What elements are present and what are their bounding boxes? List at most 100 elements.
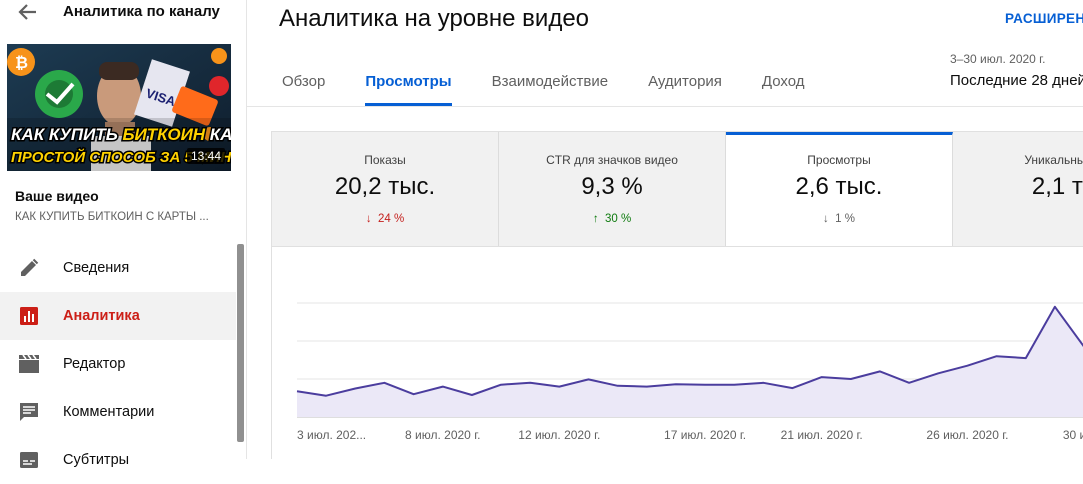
video-title: КАК КУПИТЬ БИТКОИН С КАРТЫ ... xyxy=(15,211,209,223)
sidebar-item-label: Субтитры xyxy=(63,452,130,468)
svg-text:КАК КУПИТЬ БИТКОИН КАРТОЙ?: КАК КУПИТЬ БИТКОИН КАРТОЙ? xyxy=(11,124,231,144)
metric-value: 2,6 тыс. xyxy=(795,173,883,200)
views-series-line xyxy=(296,305,1083,397)
data-point[interactable] xyxy=(556,384,562,390)
metric-delta: ↓ 24 % xyxy=(272,213,498,225)
data-point[interactable] xyxy=(819,374,825,380)
x-tick-label: 12 июл. 2020 г. xyxy=(518,428,600,442)
sidebar-item-label: Редактор xyxy=(63,356,126,372)
metric-delta-value: 24 % xyxy=(377,213,405,225)
film-editor-icon xyxy=(15,352,43,376)
data-point[interactable] xyxy=(935,370,941,376)
data-point[interactable] xyxy=(352,386,358,392)
date-range-label: 3–30 июл. 2020 г. xyxy=(950,52,1046,66)
tab-engagement[interactable]: Взаимодействие xyxy=(491,73,609,90)
metric-name: Просмотры xyxy=(807,153,871,167)
views-chart: 3 июл. 202... 8 июл. 2020 г. 12 июл. 2020 … xyxy=(271,247,1083,459)
sidebar-item-subtitles[interactable]: Субтитры xyxy=(0,436,236,484)
analytics-tabs: Обзор Просмотры Взаимодействие Аудитория… xyxy=(262,60,825,106)
data-point[interactable] xyxy=(498,382,504,388)
data-point[interactable] xyxy=(294,388,300,394)
sidebar-scrollbar[interactable] xyxy=(237,244,244,442)
x-tick-label: 17 июл. 2020 г. xyxy=(664,428,746,442)
thumbnail-image: ₿ VISA КАК КУПИТЬ БИТКОИН КАРТОЙ? ПРОСТО… xyxy=(7,44,231,171)
sidebar-item-label: Комментарии xyxy=(63,404,155,420)
data-point[interactable] xyxy=(673,381,679,387)
sidebar-item-label: Сведения xyxy=(63,260,130,276)
metric-value: 2,1 ты xyxy=(1031,173,1083,200)
thumbnail-text-part: КАРТОЙ? xyxy=(205,124,231,144)
x-tick-label: 21 июл. 2020 г. xyxy=(781,428,863,442)
pencil-icon xyxy=(15,256,43,280)
data-point[interactable] xyxy=(381,380,387,386)
analytics-icon xyxy=(15,304,43,328)
data-point[interactable] xyxy=(731,382,737,388)
metric-delta-value: 1 % xyxy=(835,213,855,225)
metric-value: 9,3 % xyxy=(581,173,643,200)
back-arrow-icon[interactable] xyxy=(14,0,42,24)
data-point[interactable] xyxy=(440,384,446,390)
arrow-down-icon: ↓ xyxy=(823,213,829,225)
data-point[interactable] xyxy=(1023,355,1029,361)
x-tick-label: 3 июл. 202... xyxy=(297,428,366,442)
metric-value: 20,2 тыс. xyxy=(334,173,436,200)
thumbnail-text-highlight: БИТКОИН xyxy=(122,125,205,144)
sidebar-item-comments[interactable]: Комментарии xyxy=(0,388,236,436)
views-series-area xyxy=(297,306,1083,417)
data-point[interactable] xyxy=(906,380,912,386)
data-point[interactable] xyxy=(760,380,766,386)
metric-cards: Показы 20,2 тыс. ↓ 24 % CTR для значков … xyxy=(271,131,1083,247)
metric-delta: ↑ 30 % xyxy=(499,213,725,225)
metric-card-unique-viewers[interactable]: Уникальные зр 2,1 ты xyxy=(953,132,1083,246)
channel-analytics-link[interactable]: Аналитика по каналу xyxy=(63,3,220,20)
metric-card-ctr[interactable]: CTR для значков видео 9,3 % ↑ 30 % xyxy=(499,132,726,246)
sidebar-item-analytics[interactable]: Аналитика xyxy=(0,292,236,340)
video-thumbnail[interactable]: ₿ VISA КАК КУПИТЬ БИТКОИН КАРТОЙ? ПРОСТО… xyxy=(7,44,231,171)
metric-name: CTR для значков видео xyxy=(546,153,678,167)
data-point[interactable] xyxy=(323,393,329,399)
chart-svg: 3 июл. 202... 8 июл. 2020 г. 12 июл. 2020 … xyxy=(294,302,1083,442)
tab-revenue[interactable]: Доход xyxy=(761,73,805,90)
data-point[interactable] xyxy=(848,376,854,382)
metric-name: Показы xyxy=(364,153,406,167)
page-title: Аналитика на уровне видео xyxy=(279,5,590,32)
data-point[interactable] xyxy=(964,363,970,369)
tab-views[interactable]: Просмотры xyxy=(345,60,471,106)
thumbnail-text-part: КАК КУПИТЬ xyxy=(11,125,122,144)
data-point[interactable] xyxy=(877,368,883,374)
data-point[interactable] xyxy=(702,382,708,388)
metric-name: Уникальные зр xyxy=(1024,153,1083,167)
arrow-up-icon: ↑ xyxy=(592,213,599,225)
subtitles-icon xyxy=(15,448,43,472)
comment-icon xyxy=(15,400,43,424)
tab-audience[interactable]: Аудитория xyxy=(648,73,722,90)
data-point[interactable] xyxy=(994,353,1000,359)
data-point[interactable] xyxy=(615,383,621,389)
duration-badge: 13:44 xyxy=(186,148,225,164)
your-video-label: Ваше видео xyxy=(15,188,99,204)
metric-delta: ↓ 1 % xyxy=(726,213,952,225)
sidebar-item-details[interactable]: Сведения xyxy=(0,244,236,292)
data-point[interactable] xyxy=(527,380,533,386)
data-point[interactable] xyxy=(586,376,592,382)
tabs-divider xyxy=(247,106,1083,107)
metric-card-impressions[interactable]: Показы 20,2 тыс. ↓ 24 % xyxy=(272,132,499,246)
svg-text:₿: ₿ xyxy=(15,54,28,72)
x-tick-label: 26 июл. 2020 г. xyxy=(926,428,1008,442)
period-selector[interactable]: Последние 28 дней xyxy=(950,72,1083,89)
tab-overview[interactable]: Обзор xyxy=(282,73,326,90)
metric-card-views[interactable]: Просмотры 2,6 тыс. ↓ 1 % xyxy=(726,132,953,246)
arrow-down-icon: ↓ xyxy=(365,213,372,225)
advanced-mode-link[interactable]: РАСШИРЕН xyxy=(1005,11,1083,26)
x-tick-label: 30 июл. xyxy=(1063,428,1083,442)
metric-delta-value: 30 % xyxy=(604,213,632,225)
data-point[interactable] xyxy=(411,391,417,397)
data-point[interactable] xyxy=(644,384,650,390)
data-point[interactable] xyxy=(790,385,796,391)
sidebar-nav: Сведения Аналитика Редактор Комментарии … xyxy=(0,244,236,484)
data-point[interactable] xyxy=(1052,304,1058,310)
thumbnail-subtitle: ПРОСТОЙ СПОСОБ ЗА 5 МИНУТ xyxy=(11,148,231,166)
sidebar-item-editor[interactable]: Редактор xyxy=(0,340,236,388)
data-point[interactable] xyxy=(469,392,475,398)
sidebar-item-label: Аналитика xyxy=(63,308,140,324)
